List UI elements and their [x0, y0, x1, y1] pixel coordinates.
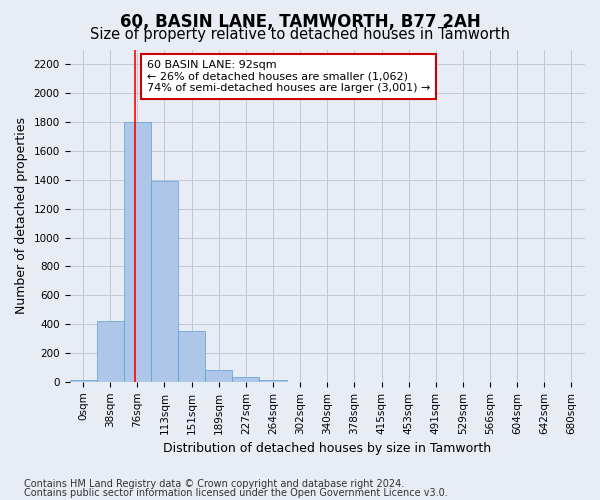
- Text: Contains HM Land Registry data © Crown copyright and database right 2024.: Contains HM Land Registry data © Crown c…: [24, 479, 404, 489]
- Text: 60 BASIN LANE: 92sqm
← 26% of detached houses are smaller (1,062)
74% of semi-de: 60 BASIN LANE: 92sqm ← 26% of detached h…: [147, 60, 430, 93]
- Text: Contains public sector information licensed under the Open Government Licence v3: Contains public sector information licen…: [24, 488, 448, 498]
- Text: Size of property relative to detached houses in Tamworth: Size of property relative to detached ho…: [90, 28, 510, 42]
- Bar: [205, 370, 232, 382]
- Bar: [178, 332, 205, 382]
- Bar: [259, 380, 287, 382]
- Text: 60, BASIN LANE, TAMWORTH, B77 2AH: 60, BASIN LANE, TAMWORTH, B77 2AH: [119, 12, 481, 30]
- Y-axis label: Number of detached properties: Number of detached properties: [15, 118, 28, 314]
- Bar: [151, 182, 178, 382]
- Bar: [70, 380, 97, 382]
- Bar: [124, 122, 151, 382]
- Bar: [97, 321, 124, 382]
- Bar: [232, 378, 259, 382]
- X-axis label: Distribution of detached houses by size in Tamworth: Distribution of detached houses by size …: [163, 442, 491, 455]
